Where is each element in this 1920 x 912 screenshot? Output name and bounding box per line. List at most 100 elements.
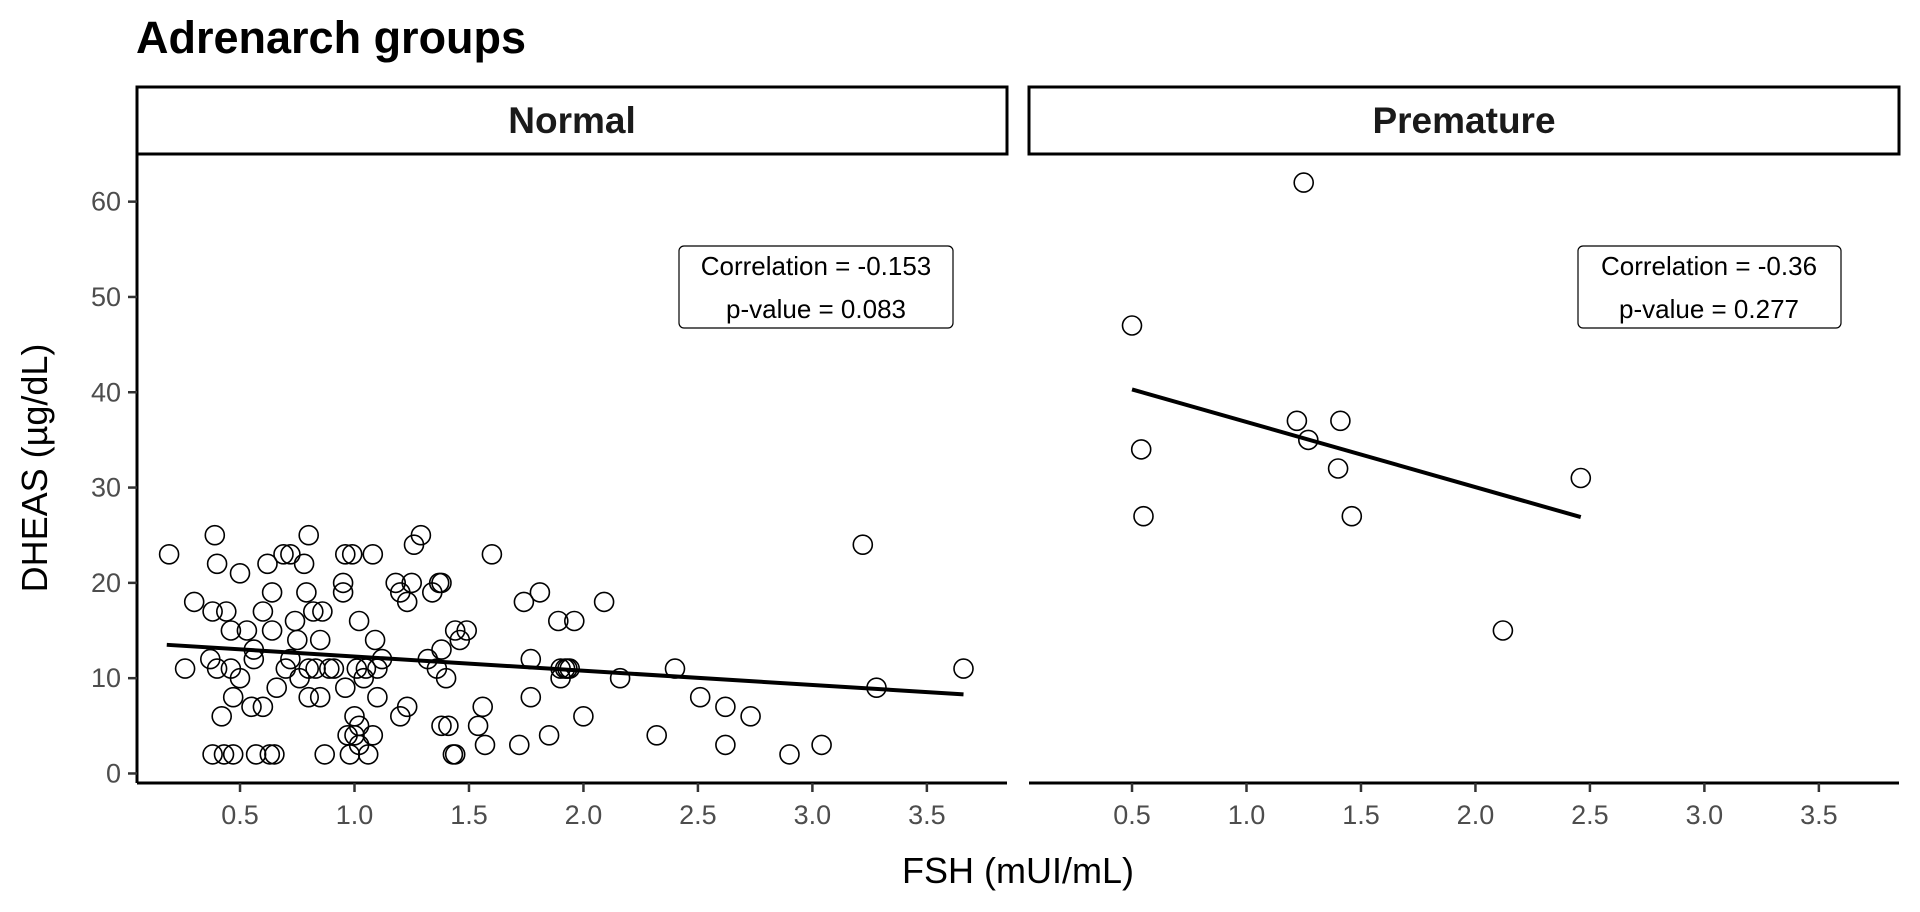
point-normal-32 bbox=[275, 658, 297, 679]
point-normal-46 bbox=[309, 686, 331, 708]
point-premature-2 bbox=[1133, 505, 1154, 527]
point-normal-105 bbox=[547, 610, 569, 632]
point-normal-17 bbox=[229, 562, 251, 584]
point-normal-34 bbox=[280, 543, 301, 565]
point-normal-47 bbox=[312, 601, 333, 622]
point-normal-19 bbox=[241, 696, 262, 718]
point-normal-78 bbox=[401, 572, 423, 594]
panel-premature: Premature Correlation = -0.36 p-value = … bbox=[1027, 85, 1901, 830]
y-axis-title: DHEAS (µg/dL) bbox=[14, 344, 55, 593]
x-tick-label-premature-5: 3.0 bbox=[1686, 800, 1724, 830]
point-normal-40 bbox=[298, 658, 320, 679]
fit-line-normal bbox=[166, 642, 964, 697]
x-tick-label-premature-0: 0.5 bbox=[1113, 800, 1151, 830]
y-tick-label-1: 10 bbox=[91, 663, 121, 693]
point-normal-16 bbox=[229, 667, 251, 689]
strip-premature bbox=[1027, 85, 1901, 156]
x-tick-label-normal-5: 3.0 bbox=[794, 800, 832, 830]
x-tick-label-premature-6: 3.5 bbox=[1800, 800, 1838, 830]
x-tick-label-normal-3: 2.0 bbox=[565, 800, 603, 830]
annotation-premature: Correlation = -0.36 p-value = 0.277 bbox=[1577, 245, 1842, 329]
point-normal-87 bbox=[431, 715, 452, 737]
point-normal-48 bbox=[314, 744, 336, 765]
point-normal-100 bbox=[513, 591, 535, 613]
point-normal-77 bbox=[396, 696, 418, 718]
point-normal-119 bbox=[715, 734, 736, 756]
point-premature-4 bbox=[1293, 172, 1314, 193]
point-normal-30 bbox=[266, 677, 288, 699]
point-normal-112 bbox=[573, 705, 594, 727]
point-normal-63 bbox=[348, 715, 370, 737]
point-normal-66 bbox=[357, 744, 379, 765]
point-premature-6 bbox=[1327, 458, 1349, 479]
annotation-box-premature bbox=[1577, 245, 1842, 329]
point-normal-122 bbox=[811, 734, 832, 756]
point-normal-23 bbox=[252, 601, 274, 622]
point-normal-113 bbox=[593, 591, 615, 613]
x-tick-label-normal-1: 1.0 bbox=[336, 800, 374, 830]
point-normal-92 bbox=[444, 744, 466, 765]
x-tick-label-normal-6: 3.5 bbox=[908, 800, 946, 830]
point-normal-59 bbox=[344, 705, 365, 727]
point-normal-42 bbox=[298, 686, 320, 708]
point-normal-14 bbox=[222, 686, 244, 708]
point-normal-69 bbox=[364, 629, 386, 651]
point-normal-102 bbox=[520, 686, 542, 708]
point-premature-5 bbox=[1298, 429, 1319, 451]
point-normal-98 bbox=[481, 543, 503, 565]
point-premature-3 bbox=[1286, 410, 1308, 432]
point-normal-67 bbox=[362, 543, 384, 565]
points-normal bbox=[158, 524, 974, 765]
point-normal-117 bbox=[689, 686, 711, 708]
point-normal-76 bbox=[396, 591, 418, 613]
point-normal-45 bbox=[309, 629, 331, 651]
point-premature-7 bbox=[1330, 410, 1351, 432]
x-tick-label-premature-3: 2.0 bbox=[1457, 800, 1495, 830]
point-normal-41 bbox=[298, 524, 320, 546]
point-normal-91 bbox=[444, 620, 466, 641]
points-premature bbox=[1121, 172, 1592, 641]
annotation-line1-premature: Correlation = -0.36 bbox=[1601, 251, 1817, 281]
point-normal-36 bbox=[286, 629, 308, 651]
strip-label-normal: Normal bbox=[508, 100, 635, 141]
y-tick-label-2: 20 bbox=[91, 568, 121, 598]
point-normal-86 bbox=[431, 639, 452, 660]
point-normal-0 bbox=[158, 543, 180, 565]
point-normal-33 bbox=[280, 648, 301, 670]
point-normal-95 bbox=[467, 715, 489, 737]
point-normal-27 bbox=[261, 582, 283, 603]
point-normal-64 bbox=[353, 667, 375, 689]
y-tick-label-6: 60 bbox=[91, 187, 121, 217]
annotation-normal: Correlation = -0.153 p-value = 0.083 bbox=[678, 245, 954, 329]
point-normal-11 bbox=[216, 601, 237, 622]
point-normal-71 bbox=[367, 686, 388, 708]
point-normal-96 bbox=[472, 696, 494, 718]
y-tick-label-4: 40 bbox=[91, 377, 121, 407]
point-normal-123 bbox=[852, 534, 874, 556]
point-normal-2 bbox=[183, 591, 205, 613]
strip-normal bbox=[135, 85, 1009, 156]
point-premature-8 bbox=[1341, 505, 1363, 527]
point-premature-10 bbox=[1570, 467, 1592, 489]
point-normal-88 bbox=[435, 667, 457, 689]
point-normal-7 bbox=[206, 553, 228, 575]
x-ticks-normal: 0.5 1.0 1.5 2.0 2.5 3.0 3.5 bbox=[221, 783, 946, 830]
x-tick-label-normal-4: 2.5 bbox=[679, 800, 717, 830]
point-normal-115 bbox=[646, 724, 668, 746]
point-premature-0 bbox=[1121, 315, 1143, 336]
panel-normal: Normal Correlation = -0.153 p-value = 0.… bbox=[91, 85, 1009, 830]
point-normal-53 bbox=[334, 677, 356, 699]
y-tick-label-3: 30 bbox=[91, 473, 121, 503]
point-normal-120 bbox=[740, 705, 761, 727]
point-normal-29 bbox=[264, 744, 285, 765]
point-normal-94 bbox=[456, 620, 478, 641]
y-tick-label-5: 50 bbox=[91, 282, 121, 312]
point-normal-25 bbox=[257, 553, 278, 575]
point-normal-57 bbox=[341, 543, 363, 565]
point-normal-24 bbox=[252, 696, 274, 718]
point-normal-54 bbox=[334, 543, 356, 565]
annotation-line2-normal: p-value = 0.083 bbox=[726, 294, 906, 324]
point-normal-50 bbox=[323, 658, 345, 679]
x-tick-label-premature-2: 1.5 bbox=[1342, 800, 1380, 830]
